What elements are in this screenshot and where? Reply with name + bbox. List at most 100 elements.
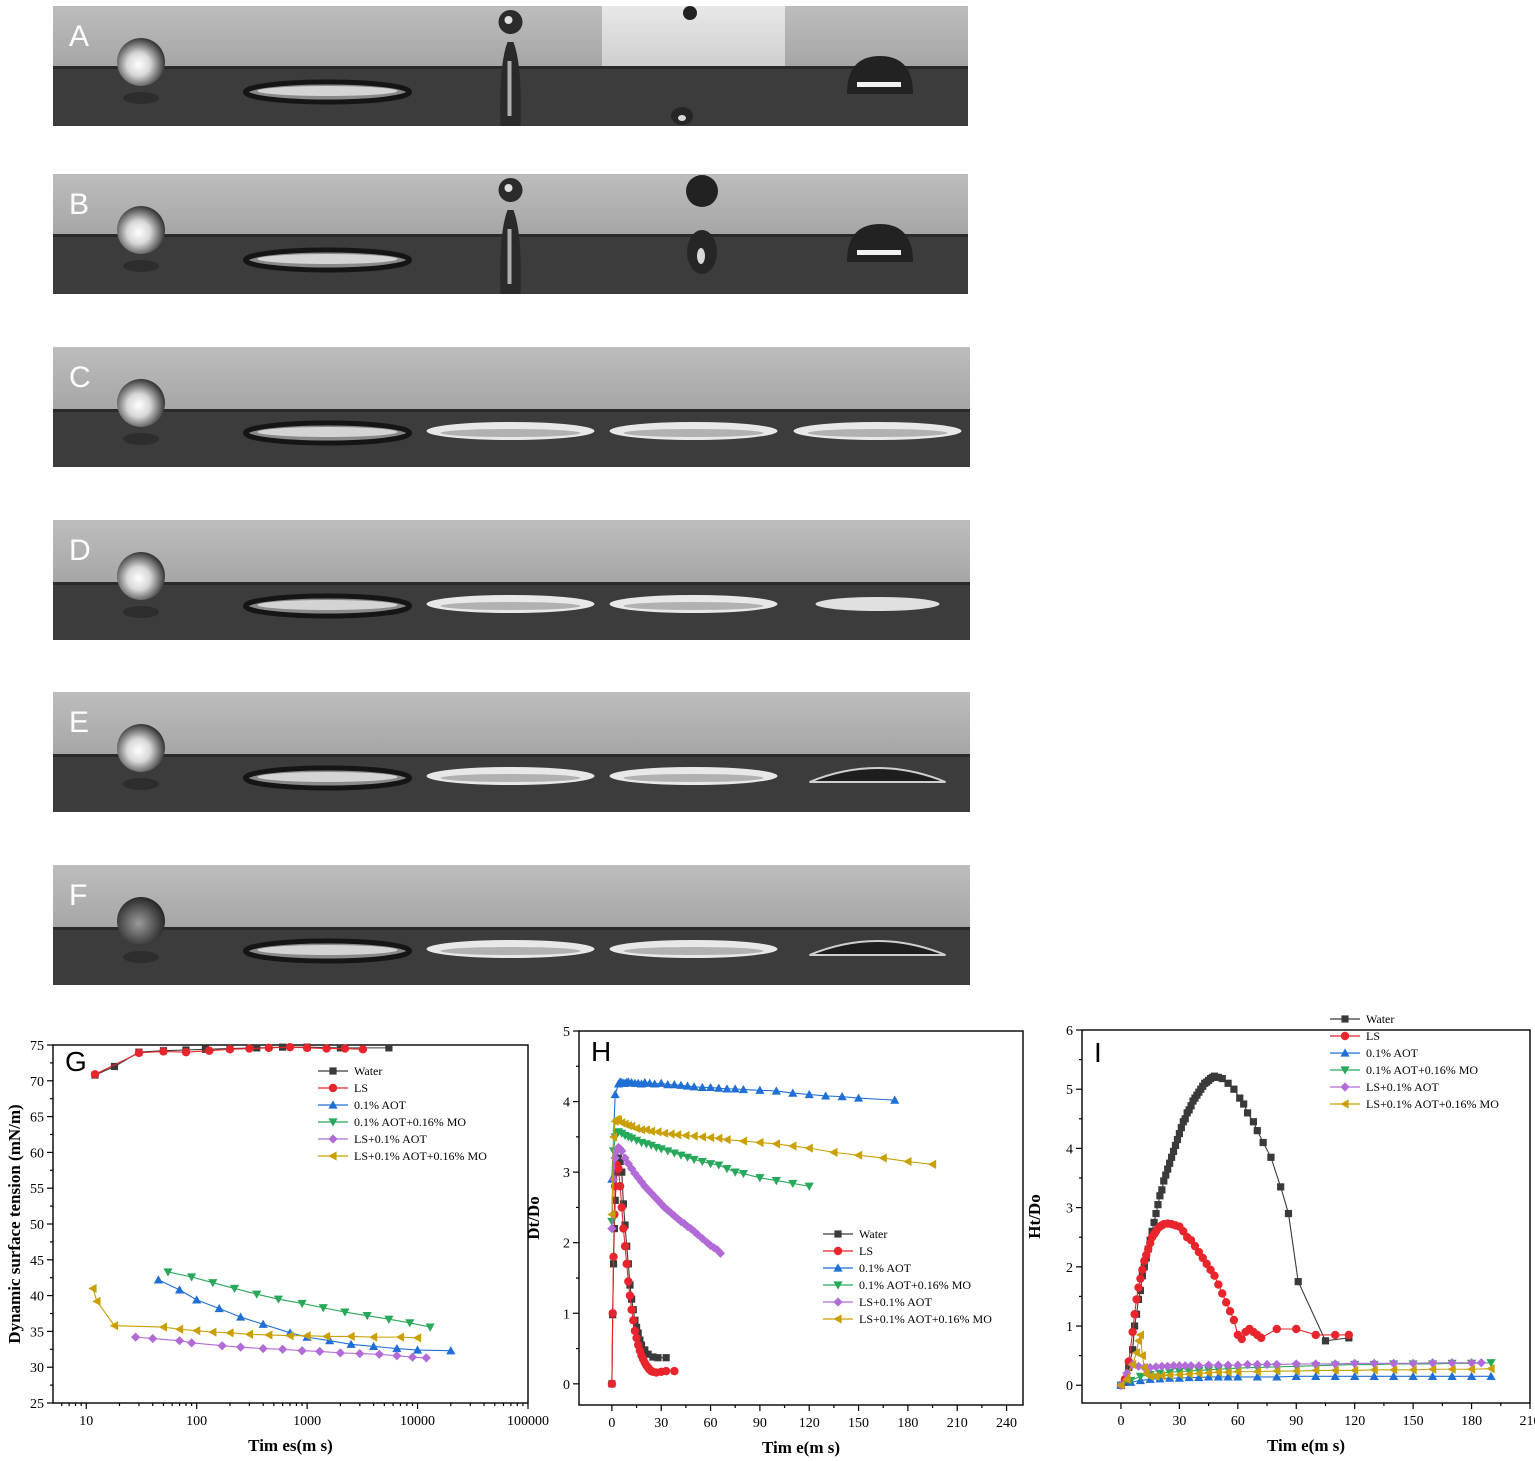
data-point [1428, 1371, 1438, 1380]
data-point [340, 1308, 350, 1317]
data-point [1408, 1358, 1418, 1368]
data-point [148, 1333, 158, 1344]
legend-label: LS [354, 1081, 368, 1095]
data-point [755, 1174, 765, 1183]
data-point [1186, 1235, 1196, 1245]
x-tick-label: 30 [654, 1416, 668, 1431]
data-point [1179, 1227, 1188, 1236]
x-tick-label: 0 [608, 1416, 615, 1431]
legend: Water LS 0.1% AOT 0.1% AOT+0.16% MO LS+0.1% … [318, 1064, 487, 1163]
data-point [1218, 1074, 1226, 1083]
data-point [412, 1345, 423, 1354]
data-point [632, 1333, 641, 1343]
data-point [395, 1332, 405, 1342]
data-point [1408, 1371, 1418, 1380]
legend-marker [328, 1151, 337, 1161]
legend-item: 0.1% AOT+0.16% MO [318, 1115, 466, 1129]
series-1 [90, 1042, 368, 1079]
data-point [1185, 1106, 1193, 1114]
x-tick-label: 60 [704, 1416, 718, 1431]
data-point [1129, 1346, 1137, 1354]
data-point [607, 1379, 617, 1389]
data-point [1389, 1358, 1399, 1368]
data-point [666, 1129, 675, 1139]
legend-marker [1340, 1082, 1350, 1092]
data-point [853, 1093, 864, 1102]
data-point [1213, 1367, 1222, 1377]
data-point [788, 1088, 798, 1097]
x-tick-label: 100 [186, 1414, 207, 1429]
droplet-frame [419, 6, 602, 126]
data-point [650, 1079, 660, 1088]
legend-label: LS [1366, 1029, 1380, 1043]
x-tick-label: 210 [947, 1416, 968, 1431]
data-point [412, 1333, 422, 1343]
data-point [714, 1133, 723, 1143]
data-point [1221, 1298, 1231, 1307]
y-tick-label: 25 [30, 1397, 44, 1412]
legend-label: LS+0.1% AOT [1366, 1080, 1439, 1094]
droplet-frame: B [53, 174, 236, 294]
data-point [705, 1082, 716, 1092]
data-point [1233, 1367, 1242, 1377]
data-point [1330, 1365, 1339, 1376]
data-point [109, 1321, 119, 1331]
data-point [1152, 1209, 1160, 1218]
data-point [1204, 1372, 1214, 1381]
droplet-frame [419, 174, 602, 294]
data-point [362, 1312, 372, 1321]
legend-item: LS+0.1% AOT+0.16% MO [823, 1312, 992, 1326]
y-tick-label: 4 [563, 1096, 570, 1111]
data-point [903, 1156, 912, 1167]
y-axis-title: Dt/Do [524, 1196, 543, 1239]
data-point [715, 1248, 726, 1258]
legend-marker [1340, 1066, 1350, 1075]
droplet-frame [602, 520, 785, 640]
y-tick-label: 35 [30, 1325, 44, 1340]
data-point [630, 1326, 640, 1336]
data-point [1225, 1307, 1235, 1316]
data-point [1194, 1247, 1204, 1257]
data-point [1158, 1186, 1166, 1194]
data-point [630, 1168, 640, 1179]
legend-label: 0.1% AOT [354, 1098, 407, 1112]
data-point [661, 1366, 671, 1376]
data-point [1168, 1153, 1176, 1161]
data-point [730, 1168, 740, 1177]
data-point [1486, 1359, 1496, 1368]
legend-marker [833, 1263, 843, 1272]
data-point [285, 1331, 294, 1341]
data-point [1169, 1147, 1178, 1155]
legend-item: LS+0.1% AOT [318, 1132, 427, 1146]
droplet-frame [419, 692, 602, 812]
panel-letter: H [591, 1036, 611, 1067]
x-tick-label: 100000 [507, 1414, 549, 1429]
data-point [1206, 1265, 1215, 1274]
data-point [358, 1045, 368, 1054]
data-point [669, 1080, 679, 1089]
data-point [673, 1214, 683, 1224]
data-point [1311, 1365, 1320, 1376]
data-point [629, 1316, 638, 1325]
data-point [1291, 1366, 1300, 1376]
data-point [689, 1226, 699, 1237]
data-point [1137, 1351, 1146, 1361]
data-point [369, 1332, 378, 1342]
legend-label: 0.1% AOT+0.16% MO [859, 1278, 971, 1292]
photo-row-c: C [53, 347, 970, 467]
chart-panel-h: H 0 30 60 90 120 150 180 210 240 0 1 2 3 4 5 Tim e(m s) D… [515, 1010, 1025, 1461]
data-point [1164, 1165, 1172, 1173]
data-point [205, 1046, 214, 1055]
legend-item: 0.1% AOT [318, 1098, 407, 1112]
data-point [1257, 1333, 1266, 1343]
data-point [1223, 1372, 1233, 1381]
droplet-frame: E [53, 692, 236, 812]
data-point [159, 1047, 168, 1056]
data-point [1294, 1278, 1302, 1286]
x-axis-title: Tim e(m s) [1267, 1436, 1345, 1455]
data-point [1128, 1359, 1137, 1370]
legend-marker [834, 1230, 842, 1238]
legend-label: Water [1366, 1012, 1394, 1026]
data-point [1204, 1360, 1214, 1370]
data-point [1151, 1362, 1161, 1372]
